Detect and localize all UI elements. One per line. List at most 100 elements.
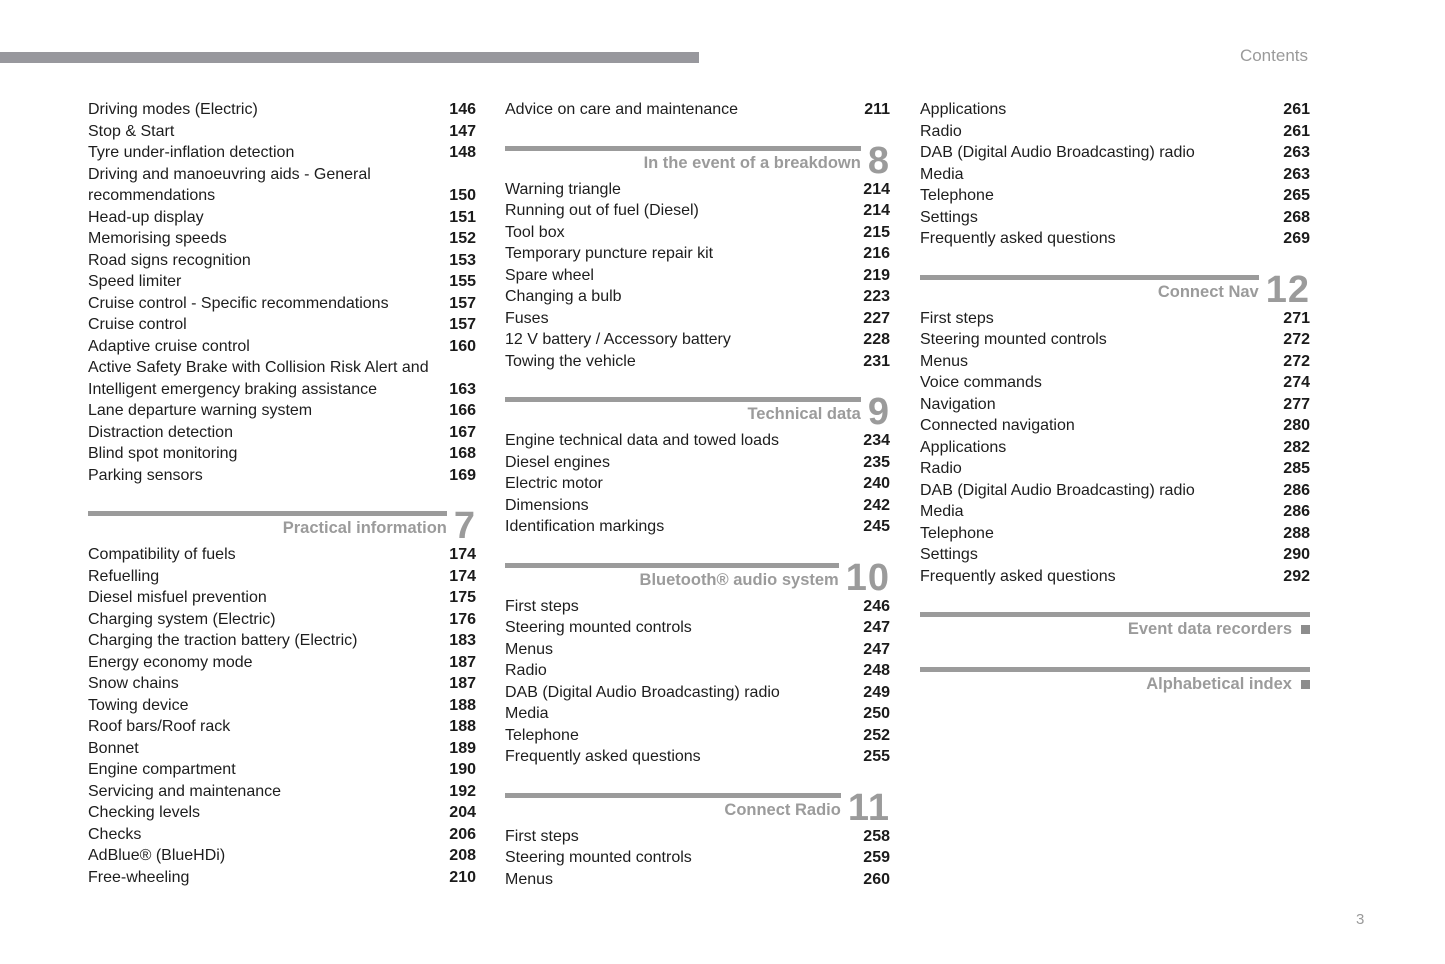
toc-entry-page: 246 bbox=[863, 597, 890, 615]
toc-entry-label: Speed limiter bbox=[88, 273, 182, 290]
toc-entry-page: 155 bbox=[449, 273, 476, 290]
toc-entry-label: Free-wheeling bbox=[88, 868, 190, 886]
toc-entry-label: Compatibility of fuels bbox=[88, 546, 236, 563]
toc-entry-page: 288 bbox=[1283, 524, 1310, 542]
section-rule bbox=[505, 397, 861, 402]
toc-entry: Media 250 bbox=[505, 703, 890, 725]
section-title: Alphabetical index bbox=[1146, 675, 1292, 693]
toc-entry-page: 223 bbox=[863, 288, 890, 305]
toc-entry: Electric motor 240 bbox=[505, 473, 890, 495]
toc-entry-page: 240 bbox=[863, 475, 890, 492]
toc-entry-label: Parking sensors bbox=[88, 466, 203, 484]
toc-entry: Towing device 188 bbox=[88, 695, 476, 717]
toc-entry-page: 269 bbox=[1283, 230, 1310, 247]
toc-entry: Voice commands 274 bbox=[920, 372, 1310, 394]
toc-entry-page: 146 bbox=[449, 101, 476, 118]
toc-entry-label: First steps bbox=[505, 597, 579, 615]
toc-entry-page: 261 bbox=[1283, 101, 1310, 118]
toc-entry-label: Distraction detection bbox=[88, 423, 233, 441]
toc-entry: Roof bars/Roof rack 188 bbox=[88, 716, 476, 738]
toc-entry: Energy economy mode 187 bbox=[88, 652, 476, 674]
toc-entry-label: Fuses bbox=[505, 309, 549, 327]
toc-entry-page: 163 bbox=[449, 380, 476, 398]
toc-entry: Speed limiter 155 bbox=[88, 271, 476, 293]
section-number: 7 bbox=[453, 505, 476, 547]
toc-entry: First steps 271 bbox=[920, 308, 1310, 330]
toc-entry-page: 228 bbox=[863, 331, 890, 348]
toc-entry-label: Menus bbox=[505, 640, 554, 658]
toc-entry: 12 V battery / Accessory battery 228 bbox=[505, 329, 890, 351]
page-number: 3 bbox=[1356, 911, 1365, 928]
toc-entry-page: 286 bbox=[1283, 503, 1310, 520]
toc-entry: Stop & Start 147 bbox=[88, 121, 476, 143]
toc-entry-label: Spare wheel bbox=[505, 266, 594, 284]
toc-entry: Telephone 265 bbox=[920, 185, 1310, 207]
toc-entry: First steps 246 bbox=[505, 596, 890, 618]
toc-entry-page: 192 bbox=[449, 782, 476, 800]
section-header: Connect Radio 11 bbox=[505, 789, 890, 827]
section-title: In the event of a breakdown bbox=[643, 153, 861, 172]
toc-entry-page: 148 bbox=[449, 144, 476, 161]
toc-entry-label: Dimensions bbox=[505, 496, 589, 514]
toc-entry-label: Charging the traction battery (Electric) bbox=[88, 632, 358, 649]
toc-entry-page: 249 bbox=[863, 683, 890, 701]
toc-entry-label: Steering mounted controls bbox=[505, 849, 692, 866]
toc-entry: Charging system (Electric) 176 bbox=[88, 609, 476, 631]
toc-entry: Identification markings 245 bbox=[505, 516, 890, 538]
toc-entry-page: 189 bbox=[449, 739, 476, 757]
toc-entry-label: Radio bbox=[920, 122, 962, 140]
toc-entry-page: 277 bbox=[1283, 395, 1310, 413]
toc-entry: Tool box 215 bbox=[505, 222, 890, 244]
toc-entry-page: 268 bbox=[1283, 208, 1310, 226]
toc-entry: Free-wheeling 210 bbox=[88, 867, 476, 889]
toc-entry: Radio 285 bbox=[920, 458, 1310, 480]
toc-entry-label: Telephone bbox=[920, 524, 994, 542]
toc-entry-label: Menus bbox=[505, 870, 554, 888]
toc-entry-page: 153 bbox=[449, 251, 476, 269]
toc-entry-page: 242 bbox=[863, 496, 890, 514]
toc-entry: Menus 272 bbox=[920, 351, 1310, 373]
toc-entry-label: Blind spot monitoring bbox=[88, 445, 238, 462]
toc-entry-page: 183 bbox=[449, 632, 476, 649]
toc-entry-label: First steps bbox=[505, 827, 579, 845]
toc-entry: Telephone 252 bbox=[505, 725, 890, 747]
section-marker-square-icon bbox=[1301, 680, 1310, 689]
toc-entry-label: Towing the vehicle bbox=[505, 352, 636, 370]
toc-entry: Lane departure warning system 166 bbox=[88, 400, 476, 422]
toc-entry-label: Cruise control - Specific recommendation… bbox=[88, 294, 389, 312]
toc-entry-label: Diesel misfuel prevention bbox=[88, 589, 267, 606]
toc-entry-label: Memorising speeds bbox=[88, 230, 227, 247]
section-header: Practical information 7 bbox=[88, 505, 476, 547]
toc-entry: DAB (Digital Audio Broadcasting) radio 24… bbox=[505, 682, 890, 704]
toc-entry: Steering mounted controls 272 bbox=[920, 329, 1310, 351]
toc-entry-label: Settings bbox=[920, 546, 978, 563]
toc-column-left: Driving modes (Electric) 146 Stop & Start 1… bbox=[88, 99, 476, 888]
toc-entry-label: Bonnet bbox=[88, 739, 139, 757]
toc-entry: Engine technical data and towed loads 234 bbox=[505, 430, 890, 452]
section-title: Connect Radio bbox=[724, 800, 841, 819]
toc-entry-label: Radio bbox=[920, 460, 962, 477]
section-title: Event data recorders bbox=[1127, 620, 1292, 638]
toc-entry: Fuses 227 bbox=[505, 308, 890, 330]
section-rule bbox=[920, 667, 1310, 672]
toc-entry-page: 174 bbox=[449, 546, 476, 563]
toc-entry: Servicing and maintenance 192 bbox=[88, 781, 476, 803]
section-number: 10 bbox=[845, 556, 890, 599]
toc-entry: Settings 290 bbox=[920, 544, 1310, 566]
toc-entry-label: 12 V battery / Accessory battery bbox=[505, 331, 731, 348]
toc-entry-label: Servicing and maintenance bbox=[88, 782, 282, 800]
header-rule bbox=[0, 52, 699, 63]
toc-entry-label: Temporary puncture repair kit bbox=[505, 245, 714, 262]
toc-entry-label: Charging system (Electric) bbox=[88, 610, 276, 628]
toc-entry: Active Safety Brake with Collision Risk … bbox=[88, 357, 476, 400]
toc-entry: Media 286 bbox=[920, 501, 1310, 523]
toc-entry-label: Checking levels bbox=[88, 804, 201, 821]
toc-entry-label: Frequently asked questions bbox=[920, 230, 1116, 247]
toc-entry-label: Media bbox=[505, 705, 549, 722]
toc-entry-page: 231 bbox=[863, 352, 890, 370]
toc-entry-label: Engine compartment bbox=[88, 761, 236, 778]
section-rule bbox=[505, 562, 839, 568]
toc-entry: Tyre under-inflation detection 148 bbox=[88, 142, 476, 164]
section-number: 9 bbox=[867, 391, 890, 433]
toc-entry-label: Tyre under-inflation detection bbox=[88, 144, 295, 161]
